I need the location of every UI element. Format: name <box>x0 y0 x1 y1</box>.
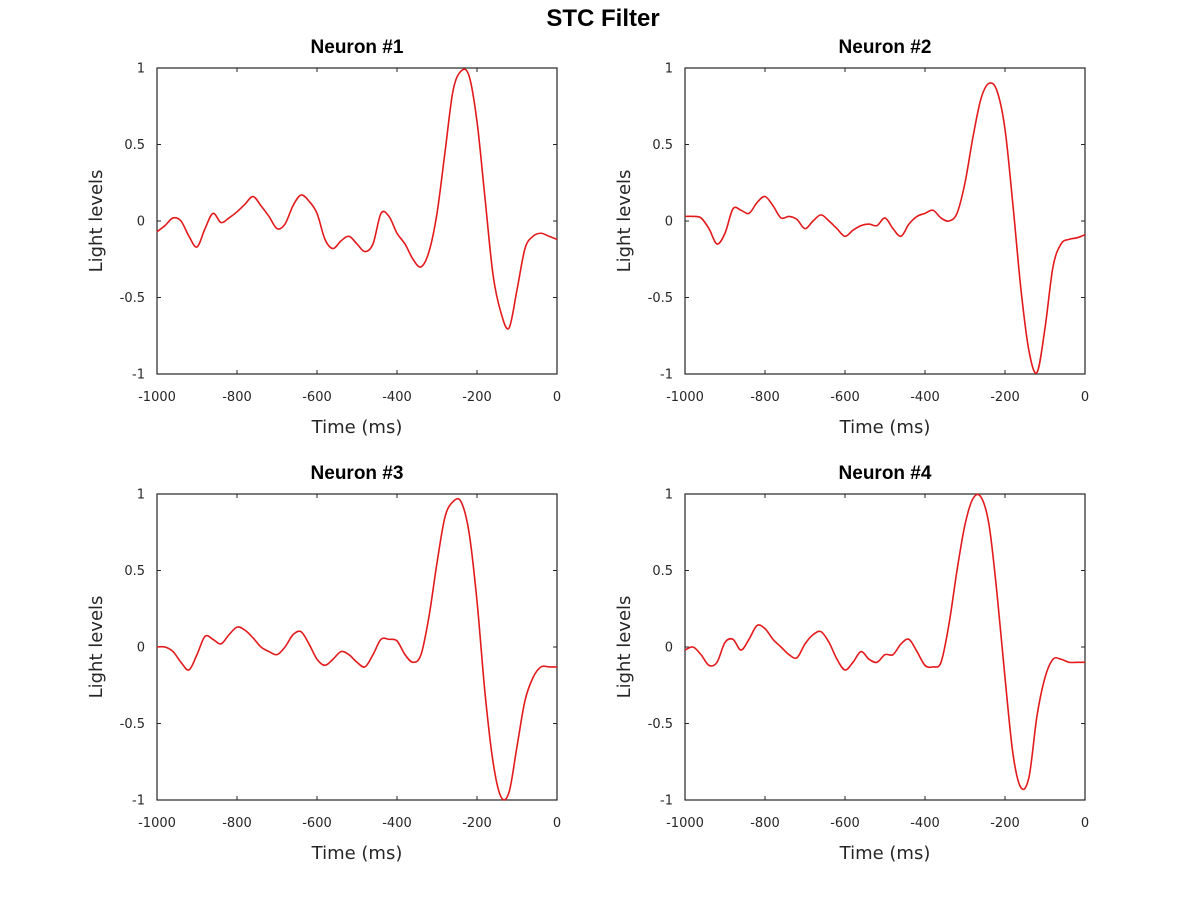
chart-panel-1: Neuron #1 -1000 -800 -600 -400 -200 0 -1 -0.5 0 0.… <box>86 37 561 438</box>
x-tick-label: -200 <box>462 816 492 831</box>
x-tick-label: -400 <box>910 816 940 831</box>
y-axis-label: Light levels <box>86 596 107 699</box>
y-tick-label: 0 <box>137 641 145 656</box>
x-tick-label: -200 <box>462 390 492 405</box>
plot-frame <box>156 493 558 801</box>
x-tick-label: 0 <box>1081 390 1089 405</box>
chart-panel-2: Neuron #2 -1000 -800 -600 -400 -200 0 -1 -0.5 0 0.… <box>614 37 1089 438</box>
plot-frame <box>156 67 558 375</box>
x-tick-label: -200 <box>990 390 1020 405</box>
x-tick-label: -1000 <box>666 816 704 831</box>
y-axis-label: Light levels <box>614 596 635 699</box>
series-line <box>156 68 558 330</box>
x-tick-label: 0 <box>553 390 561 405</box>
y-tick-label: 0.5 <box>652 564 673 579</box>
x-tick-label: -1000 <box>138 816 176 831</box>
panel-title: Neuron #2 <box>839 37 932 58</box>
y-tick-label: 1 <box>665 62 673 77</box>
x-tick-label: -800 <box>222 390 252 405</box>
figure-title: STC Filter <box>546 5 659 32</box>
y-tick-label: -0.5 <box>648 291 673 306</box>
x-tick-label: -600 <box>830 390 860 405</box>
panel-title: Neuron #4 <box>839 463 932 484</box>
x-tick-label: -800 <box>750 816 780 831</box>
x-axis-label: Time (ms) <box>839 843 931 864</box>
series-line <box>684 82 1086 375</box>
x-tick-label: -400 <box>910 390 940 405</box>
y-tick-label: 0.5 <box>652 138 673 153</box>
y-tick-label: -1 <box>132 368 145 383</box>
x-tick-label: -400 <box>382 390 412 405</box>
y-tick-label: 1 <box>665 488 673 503</box>
chart-panel-3: Neuron #3 -1000 -800 -600 -400 -200 0 -1 -0.5 0 0.… <box>86 463 561 864</box>
panel-title: Neuron #3 <box>311 463 404 484</box>
chart-panel-4: Neuron #4 -1000 -800 -600 -400 -200 0 -1 -0.5 0 0.… <box>614 463 1089 864</box>
x-axis-label: Time (ms) <box>311 843 403 864</box>
x-tick-label: -600 <box>302 390 332 405</box>
x-tick-label: -600 <box>302 816 332 831</box>
y-tick-label: -0.5 <box>120 717 145 732</box>
x-tick-label: -800 <box>750 390 780 405</box>
series-line <box>684 493 1085 791</box>
x-tick-label: -1000 <box>666 390 704 405</box>
y-tick-label: 0 <box>137 215 145 230</box>
y-tick-label: 0.5 <box>124 564 145 579</box>
panel-title: Neuron #1 <box>311 37 404 58</box>
y-tick-label: 0.5 <box>124 138 145 153</box>
y-tick-label: 0 <box>665 641 673 656</box>
x-axis-label: Time (ms) <box>311 417 403 438</box>
x-axis-label: Time (ms) <box>839 417 931 438</box>
y-tick-label: -0.5 <box>120 291 145 306</box>
x-tick-label: -200 <box>990 816 1020 831</box>
x-tick-label: -600 <box>830 816 860 831</box>
x-tick-label: -800 <box>222 816 252 831</box>
y-tick-label: -1 <box>660 368 673 383</box>
y-tick-label: -1 <box>660 794 673 809</box>
x-tick-label: 0 <box>553 816 561 831</box>
y-tick-label: 1 <box>137 488 145 503</box>
y-tick-label: 1 <box>137 62 145 77</box>
y-axis-label: Light levels <box>86 170 107 273</box>
y-axis-label: Light levels <box>614 170 635 273</box>
y-tick-label: -0.5 <box>648 717 673 732</box>
x-tick-label: -1000 <box>138 390 176 405</box>
y-tick-label: 0 <box>665 215 673 230</box>
y-tick-label: -1 <box>132 794 145 809</box>
series-line <box>156 497 557 801</box>
x-tick-label: -400 <box>382 816 412 831</box>
x-tick-label: 0 <box>1081 816 1089 831</box>
